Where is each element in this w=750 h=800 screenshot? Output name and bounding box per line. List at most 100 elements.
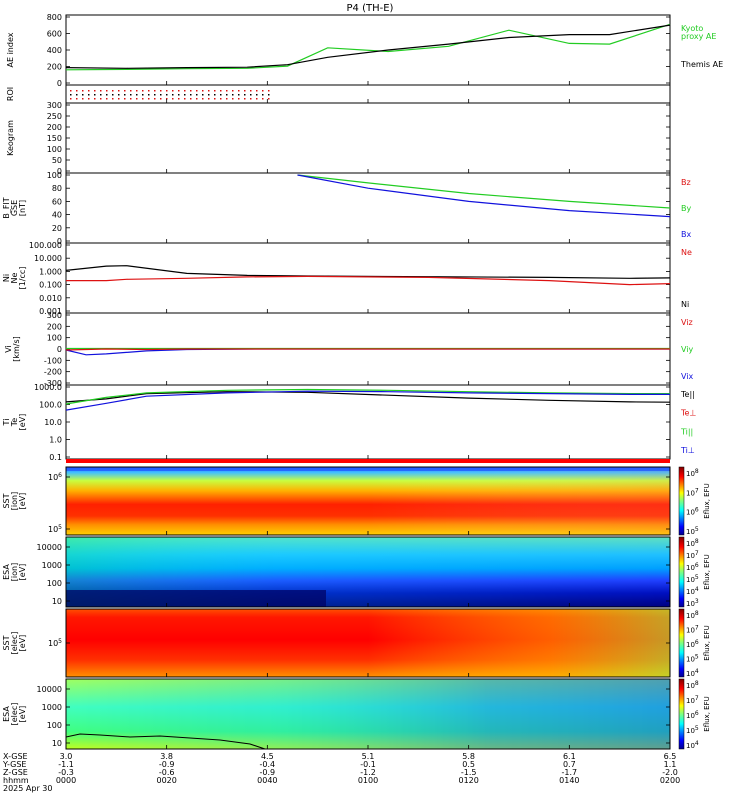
sst-elec-ylabel-line: SST <box>2 635 11 650</box>
roi-flag-dot <box>106 90 108 92</box>
roi-flag-dot <box>226 98 228 100</box>
x-axis-value-x: 4.5 <box>261 752 274 761</box>
roi-flag-dot <box>250 94 252 96</box>
roi-flag-dot <box>196 94 198 96</box>
roi-flag-dot <box>268 94 270 96</box>
roi-flag-dot <box>100 98 102 100</box>
roi-flag-dot <box>214 94 216 96</box>
temperature-ytick-label: 1000.0 <box>34 383 62 392</box>
roi-flag-dot <box>232 90 234 92</box>
sst-ion-ylabel: SST [ion] [eV] <box>2 492 27 510</box>
bfgm-legend-bx: Bx <box>681 230 691 239</box>
x-axis-value-t: 0000 <box>56 776 76 785</box>
esa-elec-ytick-label: 1000 <box>42 703 62 712</box>
temperature-ylabel: Ti Te [eV] <box>2 414 27 431</box>
bfgm-ylabel-line: [nT] <box>18 200 27 216</box>
temperature-ytick-label: 100.0 <box>39 401 62 410</box>
bfgm-series-bx <box>297 174 671 218</box>
x-axis-value-z: -0.9 <box>260 768 276 777</box>
roi-flag-dot <box>112 90 114 92</box>
colorbar-sst-elec <box>678 608 685 678</box>
roi-flag-dot <box>142 90 144 92</box>
esa-ion-ylabel-line: [eV] <box>18 564 27 581</box>
roi-flag-dot <box>82 90 84 92</box>
esa-elec-ytick-label: 10000 <box>37 685 62 694</box>
ae-ytick-label: 600 <box>47 30 62 39</box>
roi-flag-dot <box>178 90 180 92</box>
roi-flag-dot <box>94 90 96 92</box>
roi-flag-dot <box>226 94 228 96</box>
bfgm-ylabel: B_FIT GSE [nT] <box>2 197 27 218</box>
roi-flag-dot <box>166 98 168 100</box>
esa-elec-cbar-tick: 107 <box>686 695 699 705</box>
roi-flag-dot <box>256 94 258 96</box>
esa-elec-cbar-tick: 106 <box>686 710 699 720</box>
bfgm-ylabel-line: GSE <box>10 200 19 216</box>
esa-elec-cbar-tick: 104 <box>686 740 699 750</box>
sst-elec-ylabel: SST [elec] [eV] <box>2 632 27 655</box>
velocity-ytick-label: 0 <box>57 345 62 354</box>
bfgm-ytick-label: 0 <box>57 237 62 246</box>
x-axis-value-t: 0020 <box>156 776 176 785</box>
x-axis-value-t: 0040 <box>257 776 277 785</box>
colorbar-esa-elec <box>678 678 685 750</box>
x-axis-row-label: 2025 Apr 30 <box>3 784 52 793</box>
bfgm-ytick-label: 80 <box>52 184 62 193</box>
sst-ion-topband <box>66 467 670 471</box>
roi-flag-dot <box>160 98 162 100</box>
keogram-ylabel-line: Keogram <box>6 120 15 156</box>
temperature-ytick-label: 10.0 <box>44 418 62 427</box>
temperature-ylabel-line: Ti <box>2 419 11 427</box>
spectrogram-esa-ion <box>65 536 671 608</box>
roi-flag-dot <box>154 98 156 100</box>
x-axis-value-x: 5.8 <box>462 752 475 761</box>
roi-flag-dot <box>220 90 222 92</box>
x-axis-value-z: -2.0 <box>662 768 678 777</box>
roi-flag-dot <box>208 94 210 96</box>
roi-flag-dot <box>76 98 78 100</box>
roi-flag-dot <box>124 94 126 96</box>
density-ylabel-line: [1/cc] <box>18 267 27 290</box>
roi-flag-dot <box>130 94 132 96</box>
roi-flag-dot <box>184 90 186 92</box>
x-axis-value-z: -0.6 <box>159 768 175 777</box>
velocity-ytick-label: -300 <box>44 379 62 388</box>
roi-flag-dot <box>172 90 174 92</box>
roi-flag-dot <box>106 94 108 96</box>
roi-flag-dot <box>142 98 144 100</box>
x-axis-row-label: Z-GSE <box>3 768 28 777</box>
esa-elec-ylabel-line: [eV] <box>18 706 27 723</box>
roi-flag-dot <box>136 98 138 100</box>
plot-title: P4 (TH-E) <box>347 3 394 14</box>
sst-elec-ylabel-line: [elec] <box>10 632 19 655</box>
roi-flag-dot <box>100 90 102 92</box>
roi-flag-dot <box>166 90 168 92</box>
ae-legend-kyoto: Kyoto <box>681 24 703 33</box>
keogram-ytick-label: 50 <box>52 156 62 165</box>
x-axis-value-y: -1.1 <box>58 760 74 769</box>
x-axis-value-z: -0.3 <box>58 768 74 777</box>
esa-elec-ylabel-line: ESA <box>2 706 11 722</box>
roi-flag-dot <box>208 90 210 92</box>
keogram-ytick-label: 150 <box>47 134 62 143</box>
bfgm-ytick-label: 100 <box>47 171 62 180</box>
velocity-ytick-label: -200 <box>44 368 62 377</box>
esa-elec-cbar-tick: 105 <box>686 725 699 735</box>
keogram-ytick-label: 250 <box>47 112 62 121</box>
roi-flag-dot <box>112 94 114 96</box>
esa-elec-ytick-label: 100 <box>47 721 62 730</box>
temperature-series-ti- <box>65 388 670 405</box>
density-ylabel: Ni Ne [1/cc] <box>2 267 27 290</box>
temperature-ylabel-line: [eV] <box>18 414 27 431</box>
velocity-ytick-label: -100 <box>44 356 62 365</box>
x-axis-value-y: 1.1 <box>664 760 677 769</box>
spectrogram-sst-elec <box>65 608 671 678</box>
roi-flag-dot <box>172 98 174 100</box>
roi-flag-dot <box>118 94 120 96</box>
velocity-ytick-label: 100 <box>47 334 62 343</box>
roi-flag-dot <box>262 90 264 92</box>
temperature-ytick-label: 1.0 <box>49 436 62 445</box>
roi-flag-dot <box>208 98 210 100</box>
roi-flag-dot <box>196 98 198 100</box>
